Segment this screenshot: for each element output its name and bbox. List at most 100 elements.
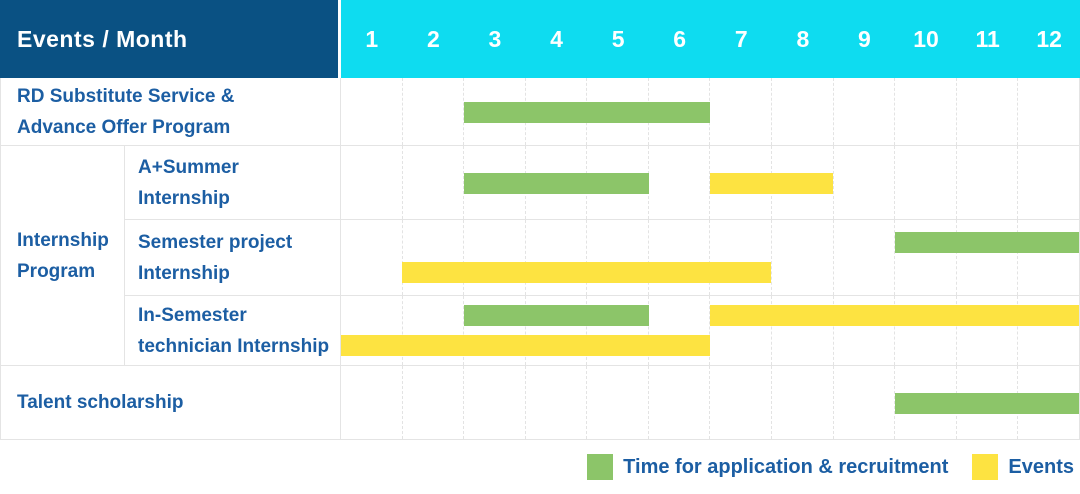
month-label-2: 2 (426, 25, 440, 52)
month-grid-cell (832, 220, 895, 295)
events-legend-label: Events (1008, 455, 1074, 478)
row-label-rd-substitute: RD Substitute Service & Advance Offer Pr… (1, 78, 341, 145)
month-grid-cell (894, 220, 956, 295)
table-row-talent-scholarship: Talent scholarship (1, 365, 1079, 439)
month-grid-cell (586, 220, 648, 295)
month-gridlines (341, 220, 1079, 295)
month-label-10: 10 (913, 25, 939, 52)
month-grid-cell (832, 366, 895, 439)
month-grid-cell (401, 220, 464, 295)
event-bar (341, 334, 710, 356)
month-grid-cell (771, 78, 833, 145)
row-label-line: Talent scholarship (17, 392, 184, 413)
month-grid-cell (1017, 296, 1079, 365)
month-grid-cell (524, 366, 587, 439)
month-grid-cell (832, 296, 895, 365)
month-grid-cell (463, 78, 525, 145)
chart-area-semester-project (341, 220, 1079, 295)
month-grid-cell (341, 366, 402, 439)
month-label-4: 4 (550, 25, 563, 52)
group-label-internship-program: Internship Program (1, 146, 125, 365)
month-label-7: 7 (734, 25, 748, 52)
month-grid-cell (771, 220, 833, 295)
month-label-3: 3 (488, 25, 502, 52)
row-label-line: Semester project (138, 231, 293, 253)
month-grid-cell (586, 296, 648, 365)
row-label-line: In-Semester (138, 304, 247, 326)
table-row-in-semester: In-Semester technician Internship (125, 295, 1079, 365)
month-label-5: 5 (611, 25, 625, 52)
month-grid-cell (463, 220, 525, 295)
month-grid-cell (401, 366, 464, 439)
table-row-semester-project: Semester project Internship (125, 219, 1079, 295)
month-grid-cell (771, 366, 833, 439)
month-gridlines (341, 78, 1079, 145)
month-grid-cell (1017, 78, 1079, 145)
month-grid-cell (524, 296, 587, 365)
internship-program-subrows: A+Summer Internship Semester project Int… (125, 146, 1079, 365)
event-bar (710, 172, 833, 194)
chart-area-talent-scholarship (341, 366, 1079, 439)
month-label-12: 12 (1036, 25, 1062, 52)
month-grid-cell (463, 366, 525, 439)
month-grid-cell (341, 220, 402, 295)
month-grid-cell (1017, 146, 1079, 219)
month-grid-cell (709, 296, 771, 365)
row-label-in-semester: In-Semester technician Internship (125, 296, 341, 365)
table-row-a-summer: A+Summer Internship (125, 146, 1079, 219)
month-grid-cell (647, 366, 710, 439)
month-grid-cell (524, 220, 587, 295)
month-grid-cell (709, 78, 771, 145)
month-grid-cell (647, 220, 710, 295)
month-grid-cell (401, 296, 464, 365)
application-bar (894, 231, 1079, 253)
events-month-header-label: Events / Month (17, 25, 188, 52)
events-month-header-cell: Events / Month (0, 0, 341, 78)
event-bar (402, 261, 772, 283)
schedule-table: Events / Month 1 2 3 4 5 6 7 8 9 10 11 1… (0, 0, 1080, 440)
month-grid-cell (894, 146, 956, 219)
application-bar (464, 304, 649, 326)
month-label-6: 6 (673, 25, 687, 52)
row-label-a-summer: A+Summer Internship (125, 146, 341, 219)
month-label-8: 8 (796, 25, 810, 52)
month-grid-cell (586, 366, 648, 439)
month-grid-cell (955, 78, 1018, 145)
application-bar (894, 392, 1079, 414)
application-bar (464, 101, 710, 123)
month-grid-cell (341, 78, 402, 145)
chart-area-rd-substitute (341, 78, 1079, 145)
month-grid-cell (832, 146, 895, 219)
row-label-line: A+Summer (138, 156, 239, 178)
application-legend-swatch (587, 454, 614, 480)
month-grid-cell (709, 220, 771, 295)
month-grid-cell (463, 296, 525, 365)
row-label-line: Internship (138, 187, 230, 209)
month-grid-cell (401, 146, 464, 219)
month-grid-cell (894, 78, 956, 145)
legend: Time for application & recruitment Event… (0, 440, 1080, 494)
row-label-line: Advance Offer Program (17, 116, 231, 138)
chart-area-in-semester (341, 296, 1079, 365)
month-grid-cell (647, 146, 710, 219)
month-grid-cell (341, 146, 402, 219)
internship-program-group: Internship Program A+Summer Internship S… (1, 145, 1079, 365)
month-grid-cell (709, 146, 771, 219)
group-label-line: Program (17, 260, 96, 282)
table-row-rd-substitute: RD Substitute Service & Advance Offer Pr… (1, 78, 1079, 145)
application-bar (464, 172, 649, 194)
month-grid-cell (647, 296, 710, 365)
month-header-strip: 1 2 3 4 5 6 7 8 9 10 11 12 (341, 0, 1080, 78)
table-header-row: Events / Month 1 2 3 4 5 6 7 8 9 10 11 1… (0, 0, 1080, 78)
row-label-talent-scholarship: Talent scholarship (1, 366, 341, 439)
row-label-line: RD Substitute Service & (17, 85, 235, 107)
month-grid-cell (955, 220, 1018, 295)
events-legend-swatch (972, 454, 999, 480)
group-label-line: Internship (17, 229, 109, 251)
month-grid-cell (832, 78, 895, 145)
row-label-line: technician Internship (138, 335, 330, 357)
row-label-semester-project: Semester project Internship (125, 220, 341, 295)
month-grid-cell (1017, 220, 1079, 295)
table-body: RD Substitute Service & Advance Offer Pr… (0, 78, 1080, 440)
month-grid-cell (771, 296, 833, 365)
